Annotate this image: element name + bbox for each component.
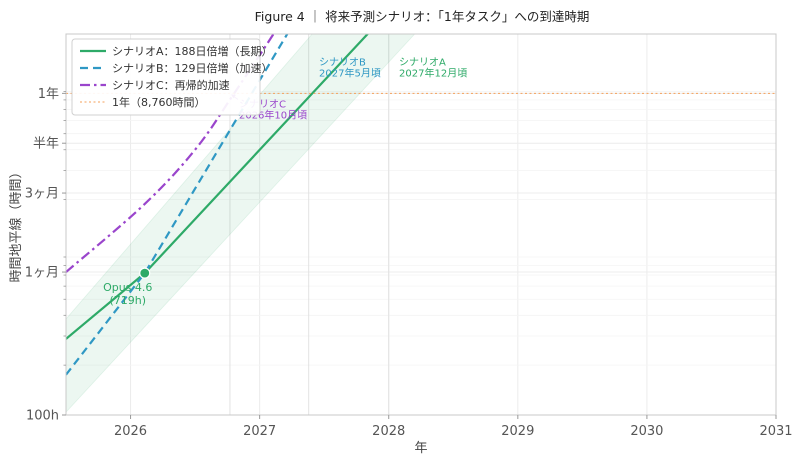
- opus-point-sublabel: (719h): [109, 294, 146, 307]
- annotation-A-name: シナリオA: [399, 56, 446, 68]
- x-axis-label: 年: [414, 441, 427, 456]
- legend-box: [71, 38, 261, 116]
- chart-title: Figure 4 ｜ 将来予測シナリオ：「1年タスク」への到達時期: [255, 9, 590, 24]
- uncertainty-band: [66, 34, 416, 413]
- y-tick-label: 100h: [26, 409, 59, 424]
- plot-frame: [65, 33, 777, 416]
- y-tick-label: 半年: [33, 137, 59, 152]
- y-tick-label: 3ヶ月: [25, 187, 59, 202]
- y-axis-label: 時間地平線（時間）: [8, 165, 24, 282]
- legend: シナリオA：188日倍増（長期） シナリオB：129日倍増（加速） シナリオC：再帰…: [71, 38, 273, 116]
- annotation-layer: Opus 4.6(719h)シナリオC2026年10月頃シナリオB2027年5月…: [103, 56, 467, 307]
- legend-label-3: 1年（8,760時間）: [112, 95, 206, 109]
- annotation-A-date: 2027年12月頃: [399, 66, 467, 79]
- annotation-B-name: シナリオB: [319, 56, 366, 68]
- legend-label-2: シナリオC：再帰的加速: [112, 78, 230, 92]
- opus-point-label: Opus 4.6: [103, 281, 152, 294]
- legend-label-0: シナリオA：188日倍増（長期）: [112, 44, 273, 58]
- x-tick-label: 2030: [630, 424, 663, 439]
- x-tick-label: 2031: [759, 424, 792, 439]
- tick-layer: 2026 2027 2028 2029 2030 2031 100h 1ヶ月 3ヶ月 半年 1年: [25, 87, 793, 439]
- x-tick-label: 2028: [372, 424, 405, 439]
- x-tick-label: 2027: [243, 424, 276, 439]
- legend-label-1: シナリオB：129日倍増（加速）: [112, 61, 273, 75]
- x-tick-label: 2029: [501, 424, 534, 439]
- grid-layer: [66, 34, 777, 416]
- x-tick-label: 2026: [114, 424, 147, 439]
- annotation-B-date: 2027年5月頃: [319, 66, 381, 79]
- y-tick-label: 1年: [38, 87, 59, 102]
- series-line-1: [66, 34, 289, 376]
- y-tick-label: 1ヶ月: [25, 266, 59, 281]
- opus-point: [139, 267, 151, 279]
